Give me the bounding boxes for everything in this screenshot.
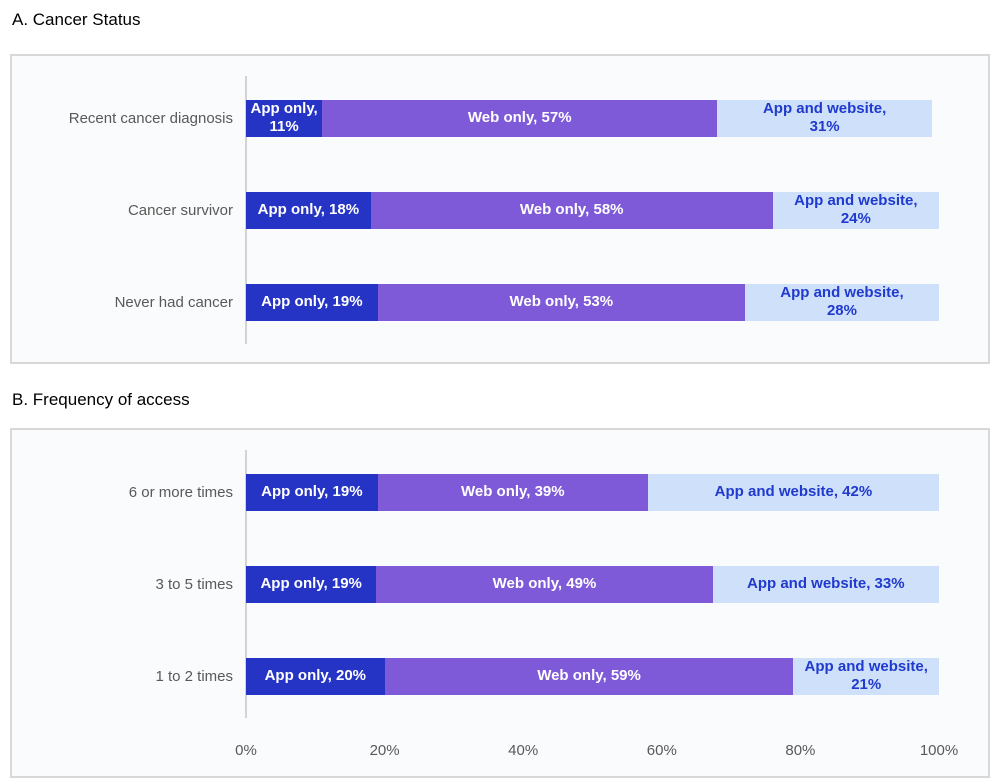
x-axis-tick: 100%	[919, 742, 959, 759]
bar-segment-app-only: App only, 20%	[246, 657, 385, 695]
bar-segment-app-only: App only, 18%	[246, 191, 371, 229]
stacked-bar: App only, 19% Web only, 49% App and websit…	[246, 565, 940, 603]
bar-segment-app-and-website: App and website, 24%	[772, 191, 939, 229]
segment-label: Web only, 49%	[492, 575, 597, 592]
segment-label: App and website,	[794, 192, 918, 209]
stacked-bar: App only, 19% Web only, 39% App and websit…	[246, 473, 939, 511]
bar-segment-app-only: App only, 19%	[246, 565, 377, 603]
bar-row: 1 to 2 times App only, 20% Web only, 59% Ap…	[12, 630, 988, 722]
bar-segment-web-only: Web only, 57%	[322, 99, 718, 137]
bar-segment-app-and-website: App and website, 21%	[793, 657, 939, 695]
bar-track: App only, 18% Web only, 58% App and websit…	[246, 191, 939, 229]
bar-track: App only, 19% Web only, 49% App and websit…	[246, 565, 940, 603]
bar-segment-app-and-website: App and website, 42%	[647, 473, 939, 511]
bar-segment-app-and-website: App and website, 33%	[712, 565, 940, 603]
chart-a-section: A. Cancer Status Recent cancer diagnosis…	[10, 10, 990, 364]
x-axis: 0% 20% 40% 60% 80% 100%	[12, 722, 988, 762]
segment-label: App only,	[250, 100, 318, 117]
chart-a-panel: Recent cancer diagnosis App only, 11% Web o…	[10, 54, 990, 364]
bar-segment-app-only: App only, 19%	[246, 283, 378, 321]
chart-b-title: B. Frequency of access	[12, 390, 190, 409]
segment-label: App only, 19%	[260, 575, 362, 592]
category-label: Never had cancer	[114, 293, 233, 311]
segment-label: Web only, 57%	[467, 109, 572, 126]
category-label: Recent cancer diagnosis	[68, 109, 233, 127]
bar-row: 6 or more times App only, 19% Web only, 39…	[12, 446, 988, 538]
segment-label: App and website, 33%	[747, 575, 905, 592]
bar-row: Recent cancer diagnosis App only, 11% Web o…	[12, 72, 988, 164]
segment-label: App and website,	[762, 100, 887, 117]
stacked-bar: App only, 19% Web only, 53% App and websit…	[246, 283, 939, 321]
chart-b-section: B. Frequency of access 6 or more times Ap…	[10, 390, 990, 778]
bar-segment-web-only: Web only, 59%	[384, 657, 794, 695]
bar-segment-web-only: Web only, 58%	[370, 191, 773, 229]
bar-track: App only, 19% Web only, 53% App and websit…	[246, 283, 939, 321]
segment-value: 31%	[809, 118, 840, 135]
segment-label: Web only, 39%	[460, 483, 565, 500]
category-label: Cancer survivor	[127, 201, 233, 219]
x-axis-tick: 80%	[785, 742, 816, 759]
segment-label: App and website,	[804, 658, 928, 675]
bar-track: App only, 11% Web only, 57% App and website…	[246, 99, 939, 137]
bar-row: Never had cancer App only, 19% Web only, 5…	[12, 256, 988, 348]
segment-value: 28%	[826, 302, 857, 319]
chart-a-title: A. Cancer Status	[12, 10, 141, 29]
stacked-bar: App only, 20% Web only, 59% App and websit…	[246, 657, 939, 695]
segment-label: App only, 18%	[257, 201, 360, 218]
bar-row: 3 to 5 times App only, 19% Web only, 49% Ap…	[12, 538, 988, 630]
segment-label: Web only, 59%	[537, 667, 641, 684]
bar-row: Cancer survivor App only, 18% Web only, 58…	[12, 164, 988, 256]
bar-segment-app-and-website: App and website, 31%	[717, 99, 933, 137]
bar-segment-web-only: Web only, 49%	[376, 565, 713, 603]
x-axis-ticks: 0% 20% 40% 60% 80% 100%	[235, 742, 958, 762]
x-axis-tick: 60%	[646, 742, 677, 759]
category-label: 3 to 5 times	[155, 575, 233, 593]
segment-label: Web only, 58%	[519, 201, 624, 218]
bar-segment-web-only: Web only, 39%	[377, 473, 648, 511]
segment-label: App and website, 42%	[714, 483, 873, 500]
category-label: 6 or more times	[128, 483, 233, 501]
category-label: 1 to 2 times	[155, 667, 233, 685]
x-axis-tick: 20%	[369, 742, 400, 759]
bar-track: App only, 19% Web only, 39% App and websit…	[246, 473, 939, 511]
x-axis-tick: 0%	[235, 742, 257, 759]
chart-a-plot-area: Recent cancer diagnosis App only, 11% Web o…	[12, 72, 988, 348]
segment-label: App only, 19%	[261, 293, 363, 310]
segment-value: 11%	[269, 118, 299, 135]
x-axis-tick: 40%	[508, 742, 539, 759]
stacked-bar: App only, 18% Web only, 58% App and websit…	[246, 191, 939, 229]
segment-value: 24%	[840, 210, 871, 227]
segment-label: App only, 20%	[264, 667, 366, 684]
segment-label: App only, 19%	[261, 483, 363, 500]
chart-b-plot-area: 6 or more times App only, 19% Web only, 39…	[12, 446, 988, 762]
bar-segment-app-only: App only, 19%	[246, 473, 378, 511]
segment-value: 21%	[851, 676, 882, 693]
bar-segment-app-and-website: App and website, 28%	[744, 283, 939, 321]
segment-label: Web only, 53%	[509, 293, 614, 310]
stacked-bar: App only, 11% Web only, 57% App and website…	[246, 99, 939, 137]
bar-segment-web-only: Web only, 53%	[377, 283, 745, 321]
segment-label: App and website,	[780, 284, 904, 301]
chart-b-panel: 6 or more times App only, 19% Web only, 39…	[10, 428, 990, 778]
bar-segment-app-only: App only, 11%	[246, 99, 323, 137]
bar-track: App only, 20% Web only, 59% App and websit…	[246, 657, 939, 695]
